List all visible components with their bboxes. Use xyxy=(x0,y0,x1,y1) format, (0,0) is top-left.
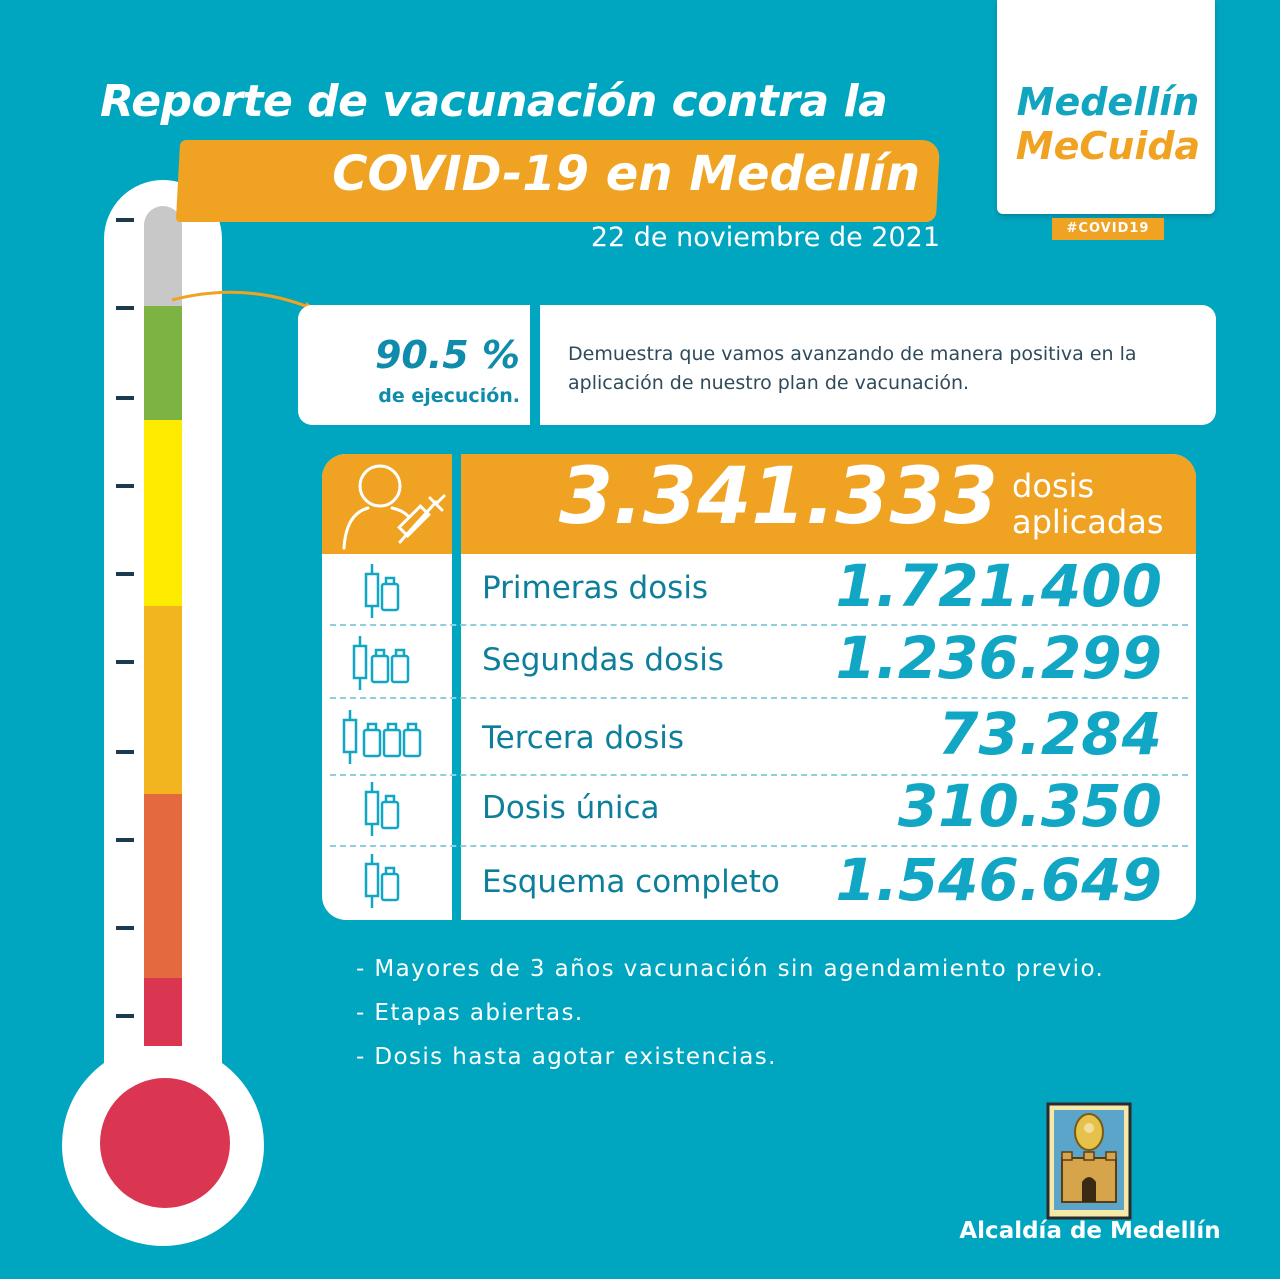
thermo-tick xyxy=(116,660,134,664)
org-name: Alcaldía de Medellín xyxy=(959,1218,1221,1244)
thermo-tick xyxy=(116,838,134,842)
note-item: - Dosis hasta agotar existencias. xyxy=(356,1044,777,1070)
hashtag-badge: #COVID19 xyxy=(1052,218,1164,240)
thermo-tick xyxy=(116,572,134,576)
brand-logo-line-2: MeCuida xyxy=(1015,124,1201,168)
row-label-completo: Esquema completo xyxy=(482,864,780,900)
row-label-primeras: Primeras dosis xyxy=(482,570,709,606)
thermo-tick xyxy=(116,484,134,488)
thermometer-red-bulb xyxy=(100,1078,230,1208)
syringe-vial-icon xyxy=(364,564,400,618)
thermo-tick xyxy=(116,926,134,930)
syringe-two-vials-icon xyxy=(352,636,410,690)
title-line-2: COVID-19 en Medellín xyxy=(332,146,920,202)
syringe-vial-icon xyxy=(364,854,400,908)
thermo-segment-empty xyxy=(144,206,182,306)
row-value-segundas: 1.236.299 xyxy=(835,624,1162,692)
table-divider xyxy=(452,454,461,920)
thermo-segment-orange xyxy=(144,794,182,978)
thermo-segment-yellow xyxy=(144,420,182,606)
report-date: 22 de noviembre de 2021 xyxy=(590,222,940,253)
execution-card xyxy=(298,305,530,425)
row-separator xyxy=(330,774,1188,776)
thermo-tick xyxy=(116,750,134,754)
note-item: - Etapas abiertas. xyxy=(356,1000,584,1026)
row-value-unica: 310.350 xyxy=(897,772,1162,840)
brand-card xyxy=(997,0,1215,214)
execution-percent: 90.5 % xyxy=(374,333,520,377)
row-value-completo: 1.546.649 xyxy=(835,846,1162,914)
execution-description-card xyxy=(540,305,1216,425)
row-label-tercera: Tercera dosis xyxy=(482,720,685,756)
brand-logo-line-1: Medellín xyxy=(1016,80,1200,124)
row-separator xyxy=(330,697,1188,699)
row-separator xyxy=(330,624,1188,626)
thermometer-tube xyxy=(144,206,182,1046)
person-syringe-icon xyxy=(342,464,446,550)
medellin-coat-of-arms-icon xyxy=(1046,1102,1132,1220)
thermo-segment-green xyxy=(144,306,182,420)
row-value-primeras: 1.721.400 xyxy=(835,552,1162,620)
thermo-tick xyxy=(116,1014,134,1018)
thermo-segment-red xyxy=(144,978,182,1046)
row-label-segundas: Segundas dosis xyxy=(482,642,724,678)
syringe-vial-icon xyxy=(364,782,400,836)
row-value-tercera: 73.284 xyxy=(938,700,1162,768)
execution-label: de ejecución. xyxy=(378,385,520,407)
notes-list: - Mayores de 3 años vacunación sin agend… xyxy=(356,952,1216,1084)
syringe-three-vials-icon xyxy=(342,710,422,764)
thermo-tick xyxy=(116,396,134,400)
total-doses-value: 3.341.333 xyxy=(558,452,998,542)
thermo-tick xyxy=(116,218,134,222)
thermo-tick xyxy=(116,306,134,310)
doses-table-header xyxy=(322,454,1196,554)
note-item: - Mayores de 3 años vacunación sin agend… xyxy=(356,956,1105,982)
title-line-1: Reporte de vacunación contra la xyxy=(100,76,888,127)
execution-description: Demuestra que vamos avanzando de manera … xyxy=(568,343,1137,394)
row-label-unica: Dosis única xyxy=(482,790,660,826)
total-doses-label: dosis aplicadas xyxy=(1012,467,1164,541)
row-separator xyxy=(330,845,1188,847)
thermo-segment-amber xyxy=(144,606,182,794)
